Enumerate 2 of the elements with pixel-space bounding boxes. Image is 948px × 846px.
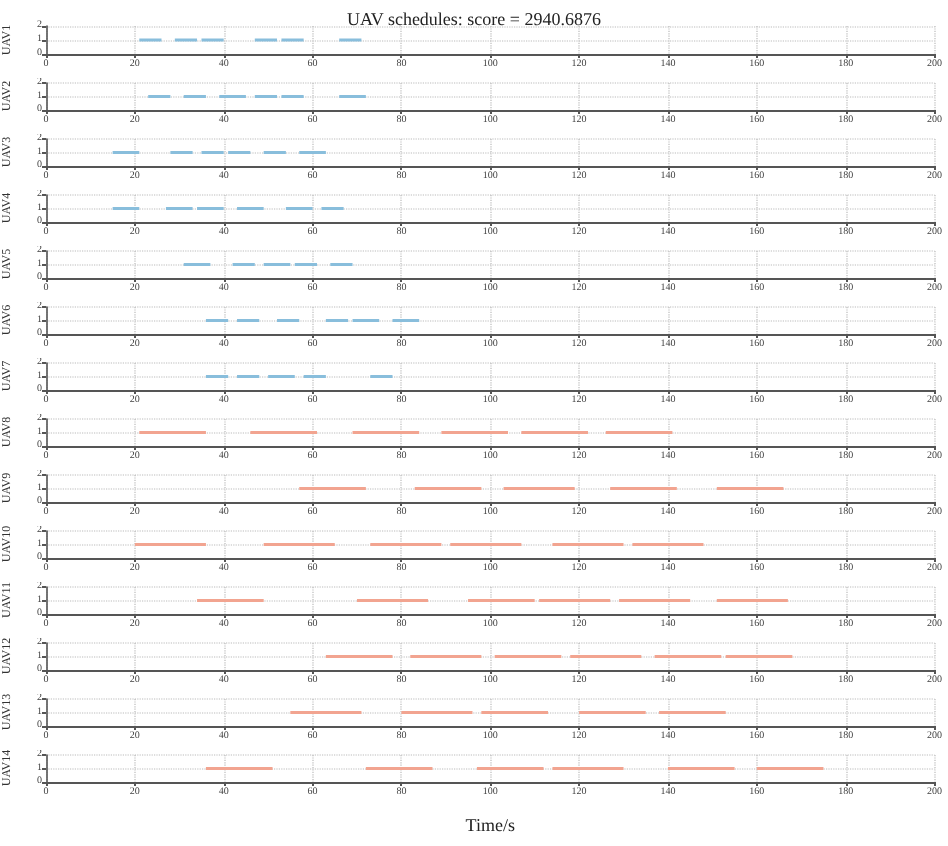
- x-axis-title: Time/s: [465, 815, 516, 835]
- chart-title: UAV schedules: score = 2940.6876: [347, 9, 602, 29]
